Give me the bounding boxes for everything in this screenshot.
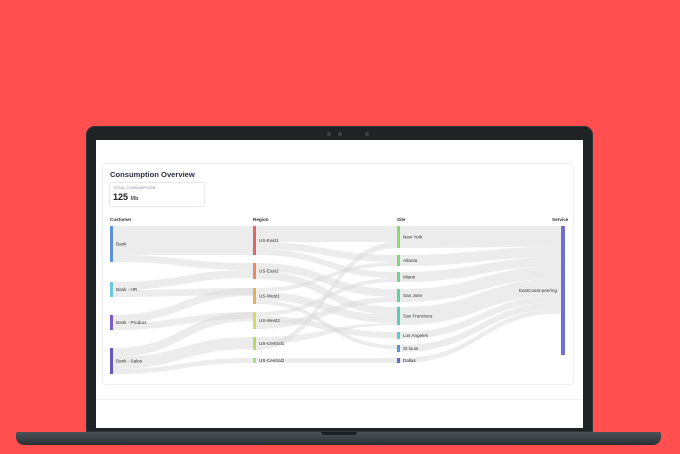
- sankey-flow: [113, 312, 253, 357]
- customer-node-label: Bank - Product: [116, 320, 147, 325]
- total-consumption-label: TOTAL CONSUMPTION: [113, 186, 156, 190]
- region-node[interactable]: [253, 312, 256, 329]
- column-header-region: Region: [253, 217, 269, 222]
- customer-node[interactable]: [110, 282, 113, 297]
- site-node[interactable]: [397, 345, 400, 352]
- site-node-label: San Francisco: [403, 314, 433, 319]
- sankey-flow: [256, 297, 397, 329]
- sankey-flow: [113, 255, 253, 270]
- laptop-base: [16, 432, 661, 445]
- site-node-label: Miami: [403, 275, 415, 280]
- column-header-site: Site: [397, 217, 406, 222]
- camera-icon: [338, 132, 342, 136]
- sankey-flow: [400, 266, 561, 302]
- column-header-service: Service: [552, 217, 569, 222]
- customer-node-label: Bank - Sales: [116, 359, 143, 364]
- customer-node[interactable]: [110, 348, 113, 374]
- region-node-label: US-West2: [259, 318, 280, 323]
- site-node-label: Dallas: [403, 358, 416, 363]
- sankey-flow: [256, 262, 397, 292]
- page-title: Consumption Overview: [110, 170, 195, 179]
- site-node[interactable]: [397, 289, 400, 302]
- site-node-label: Los Angeles: [403, 333, 429, 338]
- sankey-flow: [256, 249, 397, 278]
- site-node-label: New York: [403, 235, 423, 240]
- sankey-flow: [400, 257, 561, 282]
- consumption-card: Consumption Overview TOTAL CONSUMPTION 1…: [102, 163, 574, 385]
- site-node-label: San Jose: [403, 293, 423, 298]
- region-node-label: US-East2: [259, 269, 279, 274]
- laptop-notch: [321, 432, 357, 435]
- sankey-flow: [113, 288, 253, 323]
- sankey-flow: [400, 278, 561, 325]
- sankey-flow: [400, 246, 561, 266]
- sankey-flow: [400, 226, 561, 248]
- service-node[interactable]: [561, 226, 565, 355]
- column-header-customer: Customer: [110, 217, 132, 222]
- site-node[interactable]: [397, 358, 400, 363]
- laptop-frame: Consumption Overview TOTAL CONSUMPTION 1…: [86, 126, 593, 432]
- region-node-label: US-Central2: [259, 358, 285, 363]
- sankey-flow: [256, 263, 397, 297]
- camera-icon: [365, 132, 369, 136]
- sankey-flow: [256, 358, 397, 363]
- customer-node[interactable]: [110, 315, 113, 330]
- divider: [96, 399, 583, 400]
- customer-node[interactable]: [110, 226, 113, 262]
- laptop-screen: Consumption Overview TOTAL CONSUMPTION 1…: [96, 140, 583, 428]
- region-node-label: US-East1: [259, 238, 279, 243]
- total-value: 125: [113, 192, 129, 202]
- site-node[interactable]: [397, 332, 400, 339]
- sankey-flow: [256, 292, 397, 323]
- site-node[interactable]: [397, 307, 400, 325]
- site-node[interactable]: [397, 255, 400, 266]
- sankey-flow: [400, 302, 561, 352]
- total-consumption-box: TOTAL CONSUMPTION 125 Mb: [109, 182, 205, 207]
- site-node-label: Atlanta: [403, 258, 418, 263]
- region-node[interactable]: [253, 337, 256, 350]
- region-node-label: US-West1: [259, 294, 280, 299]
- sankey-flow: [400, 295, 561, 339]
- total-unit: Mb: [130, 196, 139, 202]
- service-node-label: EastCoast-peering: [519, 288, 557, 293]
- customer-node-label: Bank - HR: [116, 287, 138, 292]
- sankey-flow: [256, 226, 397, 242]
- site-node-label: St.louis: [403, 346, 419, 351]
- sankey-flow: [256, 242, 397, 350]
- region-node[interactable]: [253, 358, 256, 363]
- sankey-flow: [113, 226, 253, 255]
- sankey-flow: [113, 358, 253, 374]
- region-node[interactable]: [253, 226, 256, 255]
- sankey-flow: [400, 308, 561, 363]
- camera-icon: [327, 132, 331, 136]
- sankey-flow: [113, 337, 253, 369]
- sankey-flow: [113, 270, 253, 290]
- sankey-diagram: Bank Bank - HR Bank - Product Bank - Sales U…: [110, 226, 565, 374]
- region-node[interactable]: [253, 288, 256, 304]
- total-consumption-value: 125 Mb: [113, 192, 139, 202]
- region-node-label: US-Central1: [259, 341, 285, 346]
- region-node[interactable]: [253, 263, 256, 279]
- site-node[interactable]: [397, 272, 400, 282]
- customer-node-label: Bank: [116, 242, 127, 247]
- site-node[interactable]: [397, 226, 400, 248]
